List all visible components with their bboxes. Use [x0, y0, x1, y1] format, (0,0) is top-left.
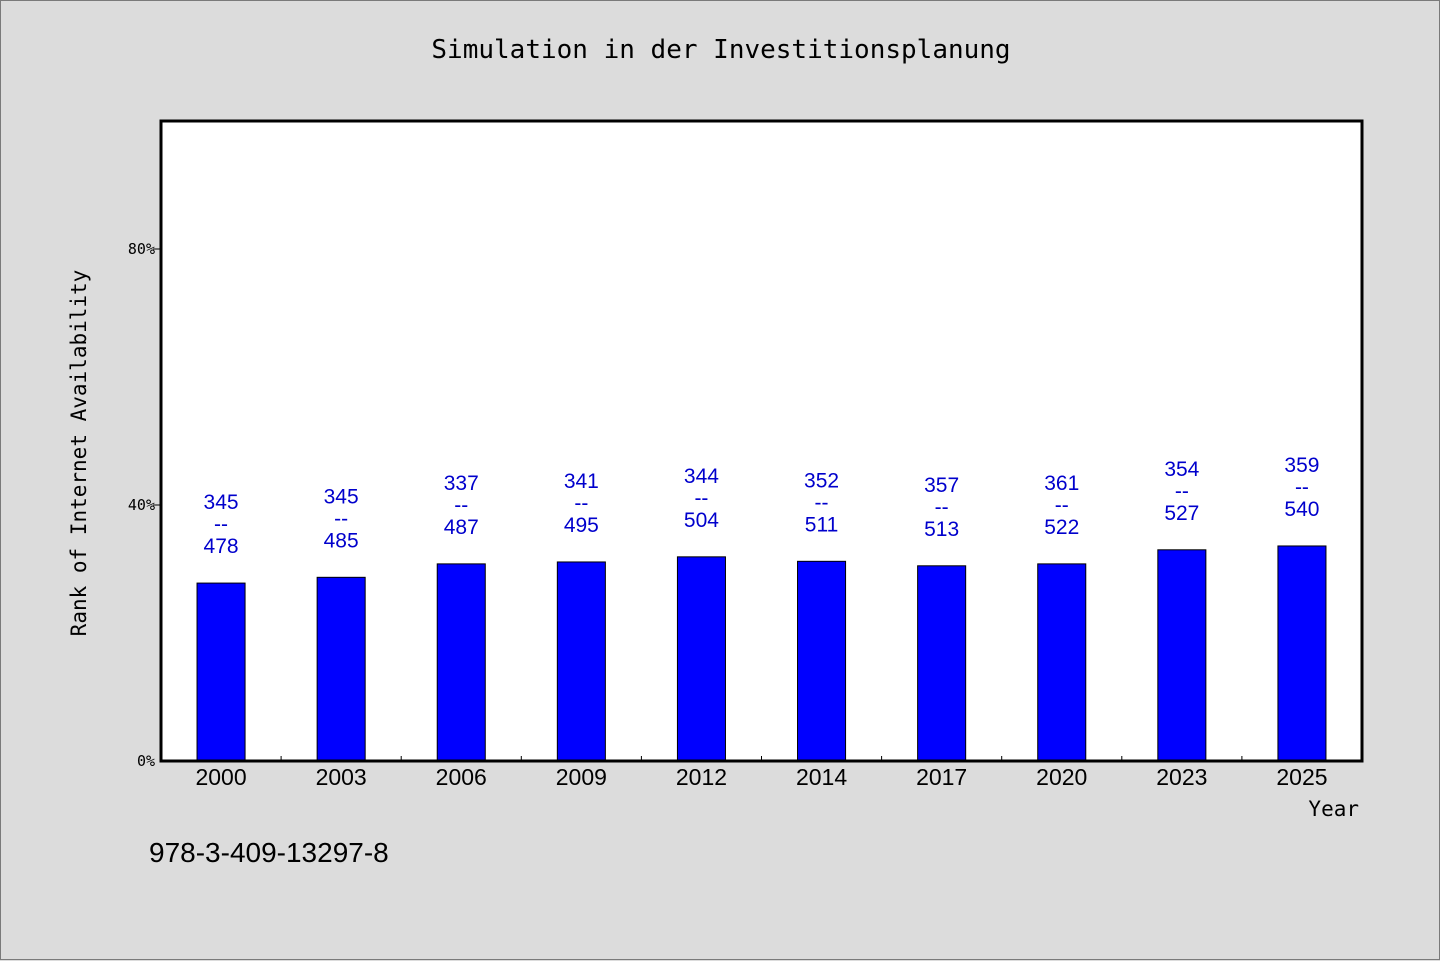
x-tick-label-2000: 2000: [195, 764, 246, 790]
isbn-text: 978-3-409-13297-8: [149, 837, 389, 868]
data-label-2000-0: 345: [204, 491, 239, 514]
data-label-2012-0: 344: [684, 465, 719, 488]
data-label-2012-1: --: [694, 487, 708, 510]
data-label-2020-0: 361: [1044, 472, 1079, 495]
x-tick-label-2025: 2025: [1276, 764, 1327, 790]
bar-2017: [917, 565, 967, 762]
data-label-2014-1: --: [815, 491, 829, 514]
x-tick-label-2023: 2023: [1156, 764, 1207, 790]
data-label-2017-1: --: [935, 496, 949, 519]
y-tick-label-0: 0%: [137, 752, 155, 770]
data-label-2023-1: --: [1175, 480, 1189, 503]
data-label-2023-0: 354: [1164, 458, 1199, 481]
data-label-2017-0: 357: [924, 474, 959, 497]
data-label-2009-2: 495: [564, 514, 599, 537]
data-label-2000-2: 478: [204, 535, 239, 558]
data-label-2020-1: --: [1055, 494, 1069, 517]
y-tick-label-2: 80%: [128, 240, 155, 258]
plot-border: [159, 119, 1364, 763]
x-tick-label-2020: 2020: [1036, 764, 1087, 790]
data-label-2014-0: 352: [804, 469, 839, 492]
data-label-2006-2: 487: [444, 516, 479, 539]
data-label-2025-2: 540: [1284, 498, 1319, 521]
data-label-2014-2: 511: [805, 513, 838, 536]
bar-2003: [316, 576, 366, 762]
y-tick-label-1: 40%: [128, 496, 155, 514]
data-label-2023-2: 527: [1164, 502, 1199, 525]
data-label-2003-0: 345: [324, 485, 359, 508]
data-label-2025-0: 359: [1284, 454, 1319, 477]
x-tick-label-2009: 2009: [556, 764, 607, 790]
bar-2020: [1037, 563, 1087, 762]
x-tick-label-2017: 2017: [916, 764, 967, 790]
data-label-2009-1: --: [574, 492, 588, 515]
data-label-2012-2: 504: [684, 509, 719, 532]
data-label-2006-0: 337: [444, 472, 479, 495]
data-label-2003-2: 485: [324, 529, 359, 552]
x-tick-label-2006: 2006: [436, 764, 487, 790]
bar-2014: [797, 560, 847, 762]
data-label-2017-2: 513: [924, 518, 959, 541]
x-tick-label-2014: 2014: [796, 764, 847, 790]
bar-2009: [556, 561, 606, 762]
x-tick-label-2012: 2012: [676, 764, 727, 790]
bar-2000: [196, 582, 246, 762]
bar-2006: [436, 563, 486, 762]
x-tick-label-2003: 2003: [316, 764, 367, 790]
data-label-2009-0: 341: [564, 470, 599, 493]
data-label-2003-1: --: [334, 507, 348, 530]
chart-title: Simulation in der Investitionsplanung: [431, 35, 1011, 65]
data-label-2000-1: --: [214, 513, 228, 536]
data-label-2025-1: --: [1295, 476, 1309, 499]
bar-2023: [1157, 549, 1207, 762]
bar-2012: [676, 556, 726, 762]
x-axis-label: Year: [1308, 797, 1359, 821]
bar-2025: [1277, 545, 1327, 762]
data-label-2020-2: 522: [1044, 516, 1079, 539]
data-label-2006-1: --: [454, 494, 468, 517]
